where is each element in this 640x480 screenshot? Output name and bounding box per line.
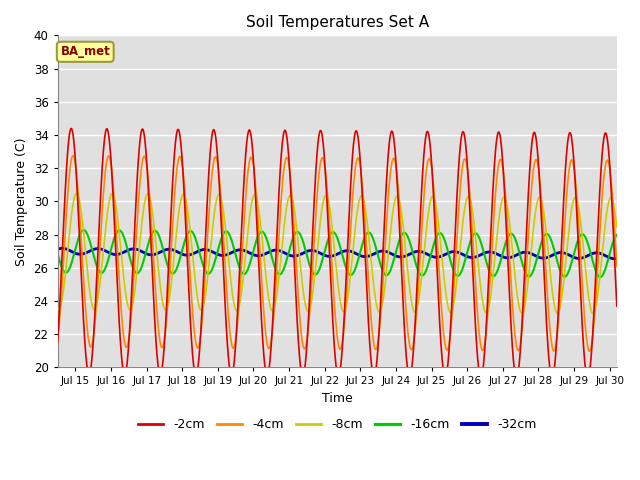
Legend: -2cm, -4cm, -8cm, -16cm, -32cm: -2cm, -4cm, -8cm, -16cm, -32cm: [133, 413, 541, 436]
Y-axis label: Soil Temperature (C): Soil Temperature (C): [15, 137, 28, 265]
Text: BA_met: BA_met: [60, 45, 110, 58]
Title: Soil Temperatures Set A: Soil Temperatures Set A: [246, 15, 429, 30]
X-axis label: Time: Time: [322, 392, 353, 405]
